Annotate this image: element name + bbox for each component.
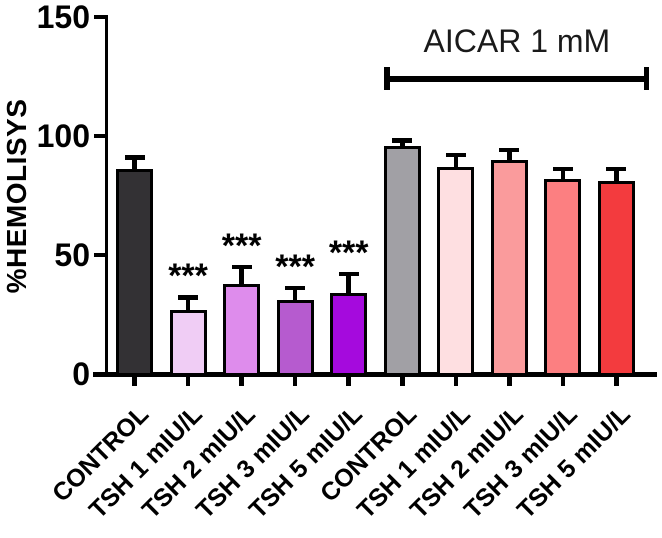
x-tick-1 (185, 376, 191, 386)
bar-3-tsh-3-miu-l (276, 300, 314, 376)
error-bar-stem-7 (507, 147, 512, 168)
x-tick-6 (453, 376, 459, 386)
significance-stars-4: *** (328, 233, 369, 272)
error-bar-cap-6 (445, 152, 466, 158)
bar-8-tsh-3-miu-l (544, 178, 582, 376)
error-bar-cap-9 (606, 166, 627, 172)
x-tick-4 (346, 376, 351, 386)
error-bar-stem-2 (239, 264, 244, 292)
error-bar-cap-1 (178, 295, 199, 300)
y-axis-line (104, 16, 108, 376)
aicar-group-bracket: AICAR 1 mM (384, 23, 650, 90)
significance-stars-2: *** (221, 226, 262, 265)
x-axis-line (93, 372, 657, 377)
x-tick-8 (560, 376, 566, 386)
x-tick-2 (239, 376, 244, 386)
y-tick-label-100: 100 (36, 118, 90, 154)
bar-4-tsh-5-miu-l (330, 293, 368, 376)
y-tick-0 (94, 372, 108, 376)
y-tick-label-50: 50 (54, 237, 90, 273)
error-bar-cap-5 (392, 138, 413, 143)
bracket-line (384, 76, 650, 82)
significance-stars-3: *** (275, 247, 315, 286)
error-bar-stem-8 (560, 166, 566, 187)
error-bar-cap-3 (285, 285, 306, 291)
y-tick-150 (94, 15, 108, 19)
error-bar-stem-3 (292, 285, 298, 309)
bar-2-tsh-2-miu-l (223, 283, 261, 376)
x-tick-0 (132, 376, 137, 386)
error-bar-cap-4 (338, 271, 359, 277)
x-tick-3 (292, 376, 298, 386)
error-bar-stem-1 (185, 295, 191, 318)
error-bar-cap-0 (124, 155, 145, 160)
bar-5-control (383, 145, 421, 376)
error-bar-stem-0 (132, 155, 137, 178)
y-tick-100 (94, 134, 108, 138)
x-tick-5 (400, 376, 405, 386)
bar-7-tsh-2-miu-l (490, 159, 528, 376)
error-bar-stem-4 (346, 271, 351, 302)
bracket-right-cap (643, 67, 650, 90)
x-tick-7 (507, 376, 512, 386)
bar-0-control (116, 169, 153, 376)
bar-1-tsh-1-miu-l (169, 309, 207, 376)
bracket-left-cap (384, 67, 390, 90)
error-bar-stem-9 (614, 166, 619, 190)
bar-9-tsh-5-miu-l (597, 181, 635, 376)
significance-stars-1: *** (168, 257, 208, 296)
y-tick-label-150: 150 (36, 0, 90, 35)
error-bar-stem-6 (453, 152, 459, 175)
bar-6-tsh-1-miu-l (437, 166, 475, 376)
error-bar-cap-7 (499, 147, 520, 153)
aicar-group-label: AICAR 1 mM (423, 23, 611, 59)
error-bar-cap-2 (231, 264, 252, 270)
x-tick-9 (614, 376, 619, 386)
error-bar-cap-8 (552, 166, 573, 172)
y-tick-label-0: 0 (72, 356, 90, 392)
y-tick-50 (94, 253, 108, 257)
